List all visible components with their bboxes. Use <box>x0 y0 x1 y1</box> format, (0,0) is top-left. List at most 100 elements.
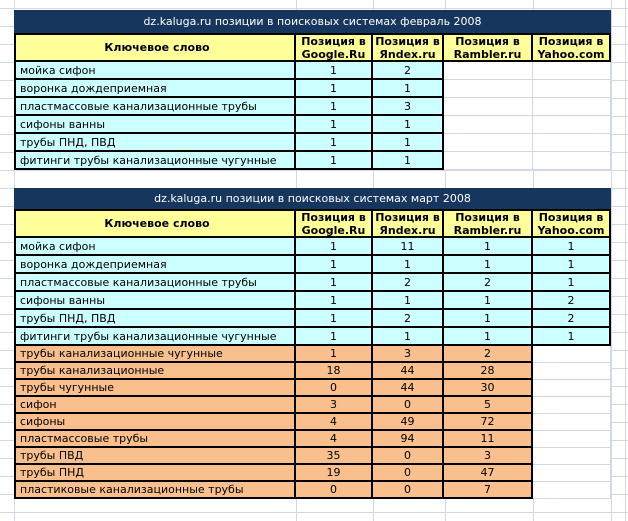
position-cell-yahoo[interactable]: 2 <box>533 310 611 328</box>
empty-cell[interactable] <box>533 414 611 431</box>
keyword-cell[interactable]: воронка дождеприемная <box>14 256 296 274</box>
position-cell-google[interactable]: 1 <box>296 116 373 134</box>
position-cell-google[interactable]: 1 <box>296 238 373 256</box>
empty-cell[interactable] <box>533 62 611 80</box>
position-cell-rambler[interactable]: 72 <box>444 414 533 431</box>
position-cell-google[interactable]: 1 <box>296 328 373 346</box>
empty-cell[interactable] <box>533 380 611 397</box>
empty-cell[interactable] <box>533 448 611 465</box>
position-cell-rambler[interactable]: 1 <box>444 310 533 328</box>
column-header-yahoo[interactable]: Позиция в Yahoo.com <box>533 209 611 238</box>
position-cell-yandex[interactable]: 0 <box>373 397 444 414</box>
position-cell-rambler[interactable]: 30 <box>444 380 533 397</box>
position-cell-rambler[interactable]: 1 <box>444 238 533 256</box>
position-cell-google[interactable]: 35 <box>296 448 373 465</box>
position-cell-google[interactable]: 19 <box>296 465 373 482</box>
empty-cell[interactable] <box>444 116 533 134</box>
column-header-rambler[interactable]: Позиция в Rambler.ru <box>444 33 533 62</box>
position-cell-google[interactable]: 1 <box>296 62 373 80</box>
position-cell-yahoo[interactable]: 1 <box>533 328 611 346</box>
empty-cell[interactable] <box>533 152 611 170</box>
position-cell-yandex[interactable]: 1 <box>373 292 444 310</box>
empty-cell[interactable] <box>533 431 611 448</box>
position-cell-google[interactable]: 1 <box>296 292 373 310</box>
position-cell-google[interactable]: 1 <box>296 310 373 328</box>
position-cell-yandex[interactable]: 1 <box>373 134 444 152</box>
position-cell-google[interactable]: 1 <box>296 134 373 152</box>
keyword-cell[interactable]: фитинги трубы канализационные чугунные <box>14 152 296 170</box>
empty-cell[interactable] <box>444 62 533 80</box>
position-cell-rambler[interactable]: 5 <box>444 397 533 414</box>
position-cell-rambler[interactable]: 1 <box>444 292 533 310</box>
position-cell-rambler[interactable]: 47 <box>444 465 533 482</box>
position-cell-rambler[interactable]: 7 <box>444 482 533 499</box>
keyword-cell[interactable]: пластмассовые канализационные трубы <box>14 98 296 116</box>
empty-cell[interactable] <box>533 134 611 152</box>
position-cell-rambler[interactable]: 3 <box>444 448 533 465</box>
keyword-cell[interactable]: трубы ПНД, ПВД <box>14 134 296 152</box>
column-header-keyword[interactable]: Ключевое слово <box>14 209 296 238</box>
empty-cell[interactable] <box>533 363 611 380</box>
empty-cell[interactable] <box>444 134 533 152</box>
position-cell-yandex[interactable]: 1 <box>373 328 444 346</box>
position-cell-yahoo[interactable]: 2 <box>533 292 611 310</box>
position-cell-yandex[interactable]: 49 <box>373 414 444 431</box>
position-cell-yandex[interactable]: 94 <box>373 431 444 448</box>
position-cell-yandex[interactable]: 3 <box>373 98 444 116</box>
keyword-cell[interactable]: сифоны <box>14 414 296 431</box>
position-cell-yandex[interactable]: 1 <box>373 80 444 98</box>
position-cell-yahoo[interactable]: 1 <box>533 274 611 292</box>
position-cell-rambler[interactable]: 2 <box>444 274 533 292</box>
position-cell-rambler[interactable]: 28 <box>444 363 533 380</box>
column-header-google[interactable]: Позиция в Google.Ru <box>296 209 373 238</box>
keyword-cell[interactable]: сифоны ванны <box>14 116 296 134</box>
column-header-google[interactable]: Позиция в Google.Ru <box>296 33 373 62</box>
empty-cell[interactable] <box>444 80 533 98</box>
position-cell-yandex[interactable]: 2 <box>373 310 444 328</box>
keyword-cell[interactable]: пластиковые канализационные трубы <box>14 482 296 499</box>
position-cell-yandex[interactable]: 2 <box>373 62 444 80</box>
position-cell-google[interactable]: 3 <box>296 397 373 414</box>
position-cell-yandex[interactable]: 1 <box>373 256 444 274</box>
keyword-cell[interactable]: трубы ПНД, ПВД <box>14 310 296 328</box>
table-title[interactable]: dz.kaluga.ru позиции в поисковых система… <box>14 10 611 33</box>
position-cell-yandex[interactable]: 11 <box>373 238 444 256</box>
keyword-cell[interactable]: трубы ПВД <box>14 448 296 465</box>
position-cell-yandex[interactable]: 0 <box>373 448 444 465</box>
keyword-cell[interactable]: трубы канализационные чугунные <box>14 346 296 363</box>
position-cell-yandex[interactable]: 1 <box>373 152 444 170</box>
position-cell-google[interactable]: 1 <box>296 256 373 274</box>
keyword-cell[interactable]: пластмассовые канализационные трубы <box>14 274 296 292</box>
column-header-yahoo[interactable]: Позиция в Yahoo.com <box>533 33 611 62</box>
position-cell-yandex[interactable]: 3 <box>373 346 444 363</box>
position-cell-google[interactable]: 0 <box>296 482 373 499</box>
position-cell-yandex[interactable]: 0 <box>373 465 444 482</box>
position-cell-yahoo[interactable]: 1 <box>533 238 611 256</box>
position-cell-google[interactable]: 18 <box>296 363 373 380</box>
empty-cell[interactable] <box>444 152 533 170</box>
position-cell-rambler[interactable]: 1 <box>444 256 533 274</box>
keyword-cell[interactable]: трубы ПНД <box>14 465 296 482</box>
keyword-cell[interactable]: мойка сифон <box>14 238 296 256</box>
keyword-cell[interactable]: сифоны ванны <box>14 292 296 310</box>
position-cell-yahoo[interactable]: 1 <box>533 256 611 274</box>
position-cell-google[interactable]: 0 <box>296 380 373 397</box>
keyword-cell[interactable]: сифон <box>14 397 296 414</box>
position-cell-google[interactable]: 1 <box>296 98 373 116</box>
keyword-cell[interactable]: мойка сифон <box>14 62 296 80</box>
position-cell-yandex[interactable]: 0 <box>373 482 444 499</box>
empty-cell[interactable] <box>533 397 611 414</box>
empty-cell[interactable] <box>533 80 611 98</box>
empty-cell[interactable] <box>533 98 611 116</box>
position-cell-google[interactable]: 4 <box>296 414 373 431</box>
column-header-rambler[interactable]: Позиция в Rambler.ru <box>444 209 533 238</box>
position-cell-yandex[interactable]: 44 <box>373 380 444 397</box>
keyword-cell[interactable]: воронка дождеприемная <box>14 80 296 98</box>
position-cell-google[interactable]: 1 <box>296 80 373 98</box>
keyword-cell[interactable]: трубы канализационные <box>14 363 296 380</box>
column-header-yandex[interactable]: Позиция в Яndex.ru <box>373 209 444 238</box>
position-cell-yandex[interactable]: 2 <box>373 274 444 292</box>
empty-cell[interactable] <box>533 116 611 134</box>
position-cell-yandex[interactable]: 1 <box>373 116 444 134</box>
column-header-yandex[interactable]: Позиция в Яndex.ru <box>373 33 444 62</box>
